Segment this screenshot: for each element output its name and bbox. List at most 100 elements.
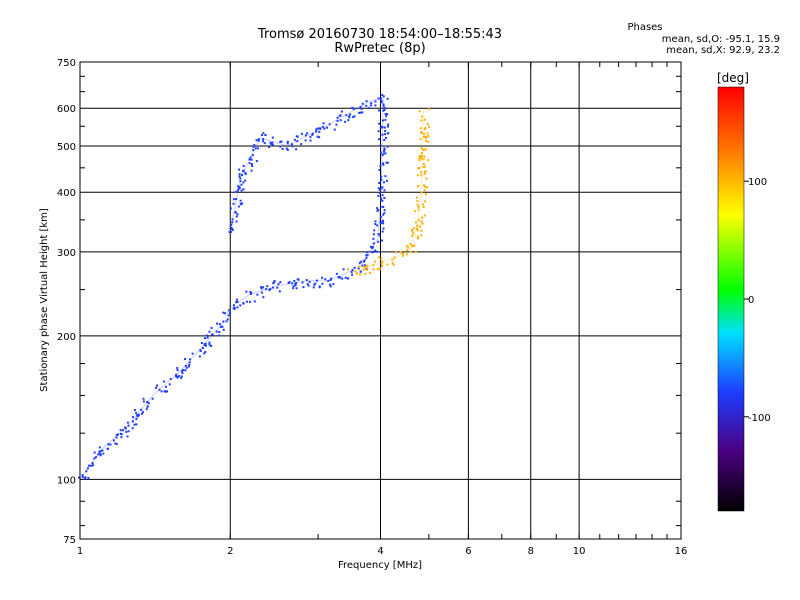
data-point: [353, 115, 356, 118]
data-point: [188, 363, 191, 366]
data-point: [235, 198, 238, 201]
data-point: [381, 186, 384, 189]
data-point: [280, 140, 283, 143]
data-point: [132, 420, 135, 423]
data-point: [240, 183, 243, 186]
data-point: [99, 452, 102, 455]
data-point: [416, 203, 419, 206]
data-point: [375, 250, 378, 253]
data-point: [253, 300, 256, 303]
data-point: [363, 264, 366, 267]
data-point: [106, 447, 109, 450]
data-point: [308, 280, 311, 283]
data-point: [296, 135, 299, 138]
data-point: [422, 149, 425, 152]
data-point: [386, 132, 389, 135]
data-point: [234, 190, 237, 193]
data-point: [187, 365, 190, 368]
data-point: [381, 94, 384, 97]
y-tick-label: 200: [57, 332, 76, 343]
data-point: [379, 144, 382, 147]
data-point: [422, 158, 425, 161]
data-point: [420, 131, 423, 134]
data-point: [416, 174, 419, 177]
data-point: [311, 132, 314, 135]
data-point: [359, 105, 362, 108]
data-point: [151, 397, 154, 400]
data-point: [146, 405, 149, 408]
data-point: [271, 136, 274, 139]
data-point: [372, 242, 375, 245]
data-point: [416, 200, 419, 203]
data-point: [222, 328, 225, 331]
data-point: [264, 133, 267, 136]
data-point: [297, 278, 300, 281]
data-point: [365, 100, 368, 103]
data-point: [269, 287, 272, 290]
data-point: [379, 221, 382, 224]
data-point: [126, 435, 129, 438]
data-point: [352, 116, 355, 119]
data-point: [229, 207, 232, 210]
data-point: [360, 260, 363, 263]
data-point: [265, 288, 268, 291]
data-point: [363, 259, 366, 262]
data-point: [415, 227, 418, 230]
data-point: [136, 415, 139, 418]
data-point: [277, 283, 280, 286]
data-point: [218, 334, 221, 337]
data-point: [245, 300, 248, 303]
data-point: [417, 205, 420, 208]
data-point: [380, 262, 383, 265]
data-point: [385, 115, 388, 118]
data-point: [424, 127, 427, 130]
data-point: [405, 245, 408, 248]
data-point: [386, 145, 389, 148]
data-point: [366, 254, 369, 257]
data-point: [418, 166, 421, 169]
data-point: [236, 306, 239, 309]
data-point: [200, 341, 203, 344]
data-point: [315, 128, 318, 131]
data-point: [180, 375, 183, 378]
data-point: [239, 202, 242, 205]
data-point: [182, 369, 185, 372]
data-point: [418, 154, 421, 157]
data-point: [427, 135, 430, 138]
data-point: [426, 132, 429, 135]
data-point: [427, 159, 430, 162]
data-point: [307, 284, 310, 287]
data-point: [383, 150, 386, 153]
data-point: [425, 193, 428, 196]
data-point: [342, 268, 345, 271]
data-point: [379, 97, 382, 100]
chart-subtitle: RwPretec (8p): [334, 41, 426, 56]
data-point: [363, 265, 366, 268]
data-point: [90, 464, 93, 467]
data-point: [339, 276, 342, 279]
data-point: [380, 100, 383, 103]
data-point: [116, 433, 119, 436]
data-point: [383, 148, 386, 151]
data-point: [351, 106, 354, 109]
x-tick-label: 6: [465, 546, 471, 557]
data-point: [421, 222, 424, 225]
data-point: [240, 189, 243, 192]
data-point: [260, 285, 263, 288]
data-point: [384, 133, 387, 136]
data-point: [382, 213, 385, 216]
data-point: [254, 147, 257, 150]
data-point: [381, 153, 384, 156]
data-point: [316, 135, 319, 138]
data-point: [292, 287, 295, 290]
data-point: [245, 290, 248, 293]
data-point: [204, 350, 207, 353]
data-point: [169, 377, 172, 380]
data-point: [382, 181, 385, 184]
data-point: [239, 199, 242, 202]
data-point: [423, 184, 426, 187]
data-point: [378, 168, 381, 171]
data-point: [266, 285, 269, 288]
data-point: [377, 194, 380, 197]
data-point: [176, 366, 179, 369]
